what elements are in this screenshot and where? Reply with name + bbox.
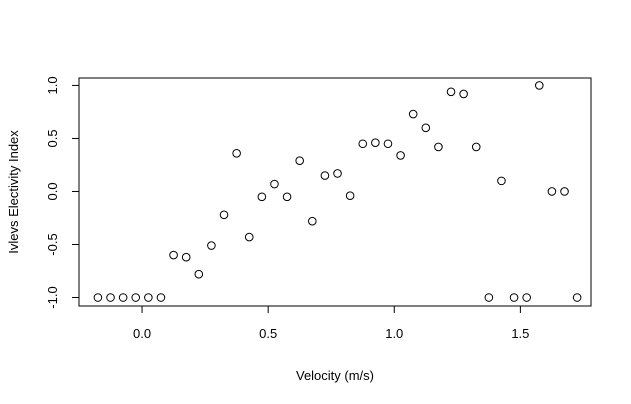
data-point [144, 293, 153, 302]
x-tick-label: 0.5 [259, 326, 277, 341]
data-point [522, 293, 531, 302]
y-tick-label: 0.0 [45, 182, 60, 200]
data-point [459, 89, 468, 99]
data-point [497, 176, 506, 186]
data-point [270, 179, 279, 189]
data-point [308, 216, 317, 226]
x-axis-label: Velocity (m/s) [296, 368, 374, 383]
data-point [534, 81, 544, 90]
data-point [169, 250, 178, 260]
x-tick-label: 1.0 [385, 326, 403, 341]
data-point [93, 293, 103, 302]
data-point [219, 210, 229, 220]
data-point [181, 252, 191, 262]
data-point [295, 156, 304, 166]
data-point [446, 87, 456, 97]
data-point [118, 293, 128, 302]
data-point [572, 293, 582, 302]
data-points [93, 81, 582, 302]
x-axis: 0.0 0.5 1.0 1.5 [133, 305, 529, 341]
data-point [282, 192, 292, 202]
data-point [232, 148, 241, 158]
data-point [371, 138, 380, 147]
data-point [333, 169, 342, 178]
y-tick-label: -1.0 [45, 286, 60, 308]
data-point [396, 151, 405, 160]
y-tick-label: 1.0 [45, 76, 60, 94]
y-tick-label: -0.5 [45, 233, 60, 255]
y-tick-label: 0.5 [45, 129, 60, 147]
data-point [484, 293, 494, 302]
data-point [106, 293, 115, 302]
data-point [131, 293, 141, 302]
data-point [244, 232, 254, 242]
x-tick-label: 0.0 [133, 326, 151, 341]
x-tick-label: 1.5 [511, 326, 529, 341]
data-point [320, 171, 330, 180]
data-point [471, 142, 481, 152]
y-axis-label: Ivlevs Electivity Index [6, 130, 21, 254]
y-axis: -1.0 -0.5 0.0 0.5 1.0 [45, 76, 80, 309]
data-point [156, 293, 166, 302]
data-point [434, 142, 443, 152]
data-point [345, 191, 355, 201]
data-point [509, 293, 519, 302]
data-point [547, 187, 557, 196]
data-point [358, 139, 368, 149]
data-point [257, 192, 267, 202]
data-point [560, 187, 569, 196]
data-point [421, 123, 431, 133]
data-point [207, 241, 216, 250]
data-point [383, 139, 393, 149]
data-point [408, 109, 418, 119]
data-point [194, 269, 204, 279]
